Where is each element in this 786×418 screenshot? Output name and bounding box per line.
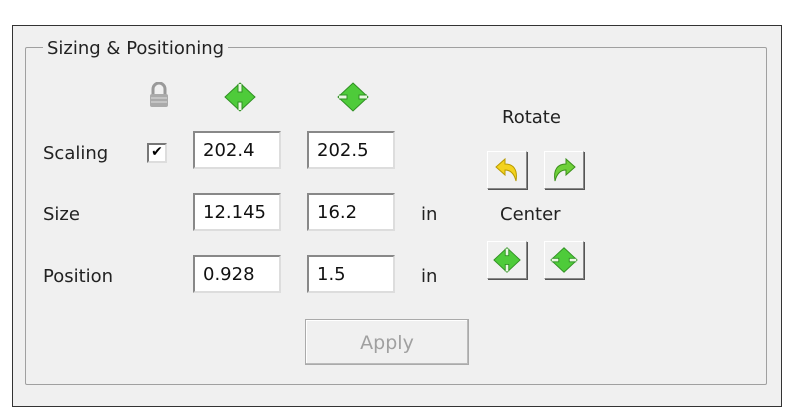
position-label: Position: [43, 266, 114, 287]
rotate-label: Rotate: [502, 107, 561, 128]
rotate-right-button[interactable]: [544, 151, 584, 189]
position-unit: in: [421, 266, 438, 287]
size-height-input[interactable]: 16.2: [307, 193, 395, 231]
horizontal-diamond-icon: [224, 82, 256, 112]
size-unit: in: [421, 204, 438, 225]
apply-button[interactable]: Apply: [305, 319, 469, 365]
size-width-input[interactable]: 12.145: [193, 193, 281, 231]
rotate-left-button[interactable]: [487, 151, 527, 189]
center-label: Center: [500, 204, 561, 225]
scaling-label: Scaling: [43, 143, 109, 164]
vertical-diamond-icon: [337, 82, 369, 112]
size-label: Size: [43, 204, 80, 225]
scaling-width-input[interactable]: 202.4: [193, 131, 281, 169]
position-x-input[interactable]: 0.928: [193, 255, 281, 293]
lock-icon: [150, 82, 168, 107]
scaling-height-input[interactable]: 202.5: [307, 131, 395, 169]
group-title: Sizing & Positioning: [43, 38, 229, 59]
rotate-right-icon: [554, 157, 576, 182]
center-horizontal-button[interactable]: [487, 241, 527, 279]
horizontal-diamond-icon: [493, 247, 521, 273]
center-vertical-button[interactable]: [544, 241, 584, 279]
vertical-diamond-icon: [550, 247, 578, 273]
sizing-positioning-panel: Sizing & Positioning Scaling ✔ 202.4 202…: [12, 25, 782, 407]
position-y-input[interactable]: 1.5: [307, 255, 395, 293]
lock-aspect-checkbox[interactable]: ✔: [147, 143, 167, 163]
group-box: [25, 47, 767, 385]
rotate-left-icon: [495, 157, 517, 182]
